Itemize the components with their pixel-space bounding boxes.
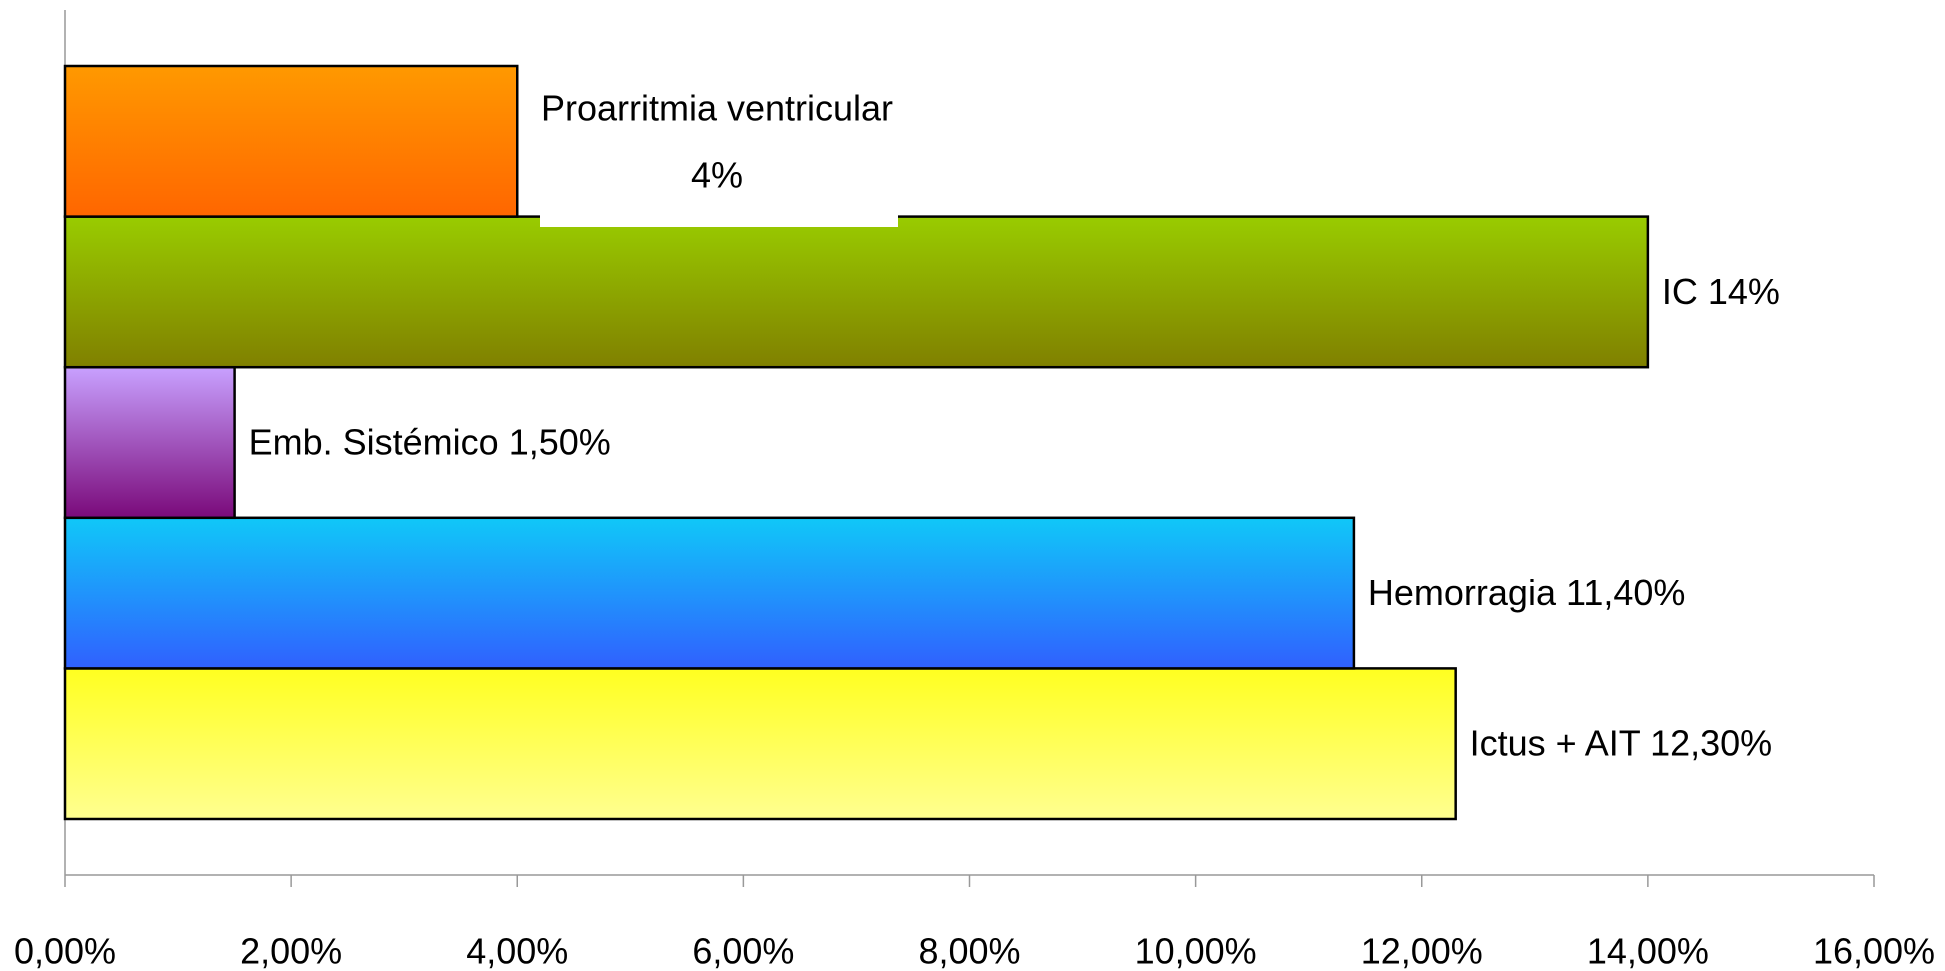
x-tick-label: 14,00%	[1587, 931, 1709, 971]
x-tick-label: 2,00%	[240, 931, 342, 971]
x-tick-label: 4,00%	[466, 931, 568, 971]
x-tick-label: 16,00%	[1813, 931, 1935, 971]
data-label-value: 12,30%	[1650, 722, 1772, 763]
x-tick-label: 0,00%	[14, 931, 116, 971]
data-label: IC 14%	[1662, 270, 1780, 311]
data-label-category: Proarritmia ventricular	[541, 88, 893, 129]
bar	[63, 215, 1650, 369]
data-label-category: Hemorragia	[1368, 572, 1557, 613]
data-label-category: Emb. Sistémico	[249, 421, 499, 462]
data-label-category: Ictus + AIT	[1470, 722, 1641, 763]
bar	[63, 516, 1356, 670]
data-label: Hemorragia 11,40%	[1368, 572, 1686, 613]
data-label: Ictus + AIT 12,30%	[1470, 722, 1773, 763]
data-label-value: 11,40%	[1566, 572, 1685, 613]
data-label: 4%	[691, 155, 743, 196]
bar	[63, 64, 519, 218]
x-tick-label: 8,00%	[918, 931, 1020, 971]
bar	[63, 365, 236, 520]
x-tick-label: 12,00%	[1361, 931, 1483, 971]
data-label: Emb. Sistémico 1,50%	[249, 421, 611, 462]
data-label-category: IC	[1662, 270, 1698, 311]
data-label-value: 1,50%	[509, 421, 611, 462]
label-background	[540, 65, 898, 227]
x-tick-label: 10,00%	[1135, 931, 1257, 971]
bar	[63, 667, 1457, 821]
x-tick-label: 6,00%	[692, 931, 794, 971]
data-label-value: 14%	[1708, 270, 1780, 311]
